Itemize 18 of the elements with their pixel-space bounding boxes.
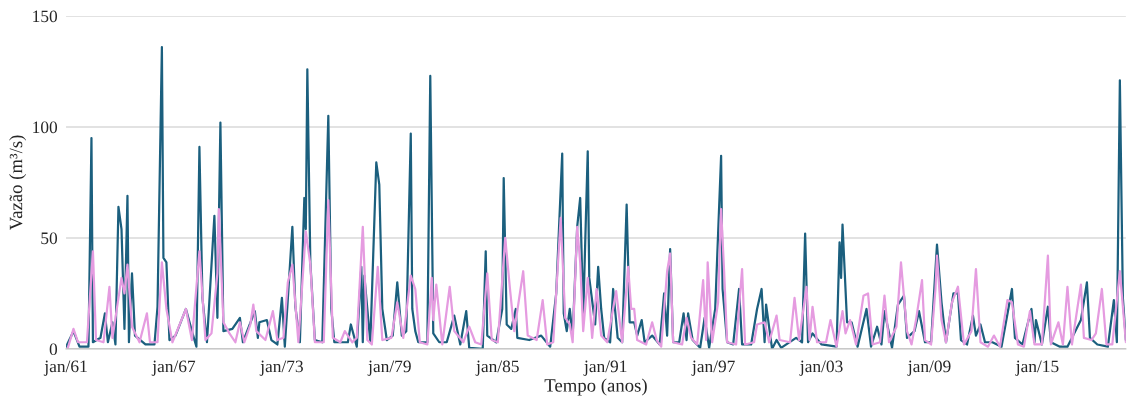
x-tick-label: jan/97 xyxy=(691,360,735,376)
x-tick-label: jan/91 xyxy=(583,360,627,376)
y-tick-label: 150 xyxy=(33,10,58,23)
x-tick-label: jan/03 xyxy=(799,360,843,376)
x-tick-label: jan/67 xyxy=(151,360,196,376)
x-tick-label: jan/79 xyxy=(367,360,411,376)
x-axis-title: Tempo (anos) xyxy=(544,378,647,396)
x-tick-label: jan/61 xyxy=(43,360,87,376)
y-axis-title: Vazão (m³/s) xyxy=(9,135,27,231)
y-tick-label: 0 xyxy=(49,343,58,356)
x-tick-label: jan/09 xyxy=(907,360,951,376)
x-tick-label: jan/15 xyxy=(1015,360,1059,376)
y-tick-label: 100 xyxy=(33,121,58,134)
x-tick-label: jan/85 xyxy=(475,360,519,376)
line-series xyxy=(66,45,1126,349)
x-tick-label: jan/73 xyxy=(259,360,303,376)
line-series xyxy=(66,199,1126,349)
y-tick-label: 50 xyxy=(41,232,58,245)
